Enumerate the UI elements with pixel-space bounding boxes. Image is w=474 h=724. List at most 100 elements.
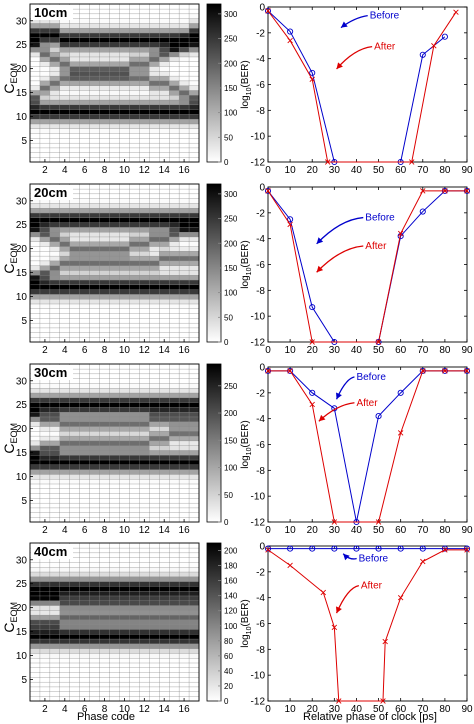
- heatmap-cell: [89, 478, 101, 485]
- heatmap-cell: [29, 507, 41, 513]
- heatmap-cell: [169, 387, 180, 394]
- heatmap-cell: [159, 8, 170, 15]
- heatmap-cell: [39, 133, 51, 139]
- heatmap-cell: [69, 85, 81, 91]
- heatmap-cell: [79, 648, 91, 654]
- heatmap-cell: [139, 298, 150, 305]
- heatmap-cell: [149, 672, 160, 678]
- heatmap-cell: [39, 207, 51, 214]
- heatmap-cell: [169, 118, 180, 125]
- heatmap-cell: [89, 600, 101, 606]
- heatmap-cell: [159, 152, 170, 158]
- heatmap-cell: [109, 90, 120, 96]
- heatmap-cell: [49, 478, 61, 485]
- heatmap-cell: [69, 109, 81, 115]
- heatmap-cell: [188, 137, 200, 144]
- heatmap-cell: [169, 188, 180, 195]
- heatmap-cell: [178, 18, 190, 24]
- heatmap-x-tick-label: 14: [159, 165, 171, 176]
- heatmap-cell: [39, 236, 51, 242]
- heatmap-cell: [89, 128, 101, 134]
- heatmap-cell: [119, 85, 130, 91]
- heatmap-cell: [89, 246, 101, 252]
- heatmap-cell: [119, 648, 130, 654]
- heatmap-cell: [69, 648, 81, 654]
- heatmap-cell: [139, 590, 150, 597]
- heatmap-cell: [149, 430, 160, 437]
- heatmap-cell: [79, 152, 91, 158]
- heatmap-cell: [159, 542, 170, 549]
- heatmap-cell: [119, 22, 130, 29]
- heatmap-cell: [178, 32, 190, 38]
- heatmap-cell: [109, 502, 120, 509]
- heatmap-cell: [169, 483, 180, 489]
- heatmap-cell: [29, 512, 41, 518]
- heatmap-cell: [69, 387, 81, 394]
- heatmap-cell: [39, 493, 51, 499]
- heatmap-cell: [79, 250, 91, 257]
- heatmap-cell: [178, 284, 190, 290]
- heatmap-cell: [39, 624, 51, 630]
- heatmap-cell: [39, 75, 51, 82]
- heatmap-cell: [99, 667, 111, 673]
- ber-frame: [267, 545, 468, 702]
- heatmap-cell: [99, 406, 111, 413]
- heatmap-cell: [178, 128, 190, 134]
- heatmap-cell: [109, 322, 120, 329]
- heatmap-cell: [129, 581, 140, 587]
- annotation-arrowhead-before: [340, 21, 348, 28]
- heatmap-cell: [149, 99, 160, 106]
- heatmap-cell: [59, 66, 71, 72]
- heatmap-cell: [89, 265, 101, 271]
- heatmap-cell: [149, 13, 160, 19]
- heatmap-cell: [109, 507, 120, 513]
- heatmap-cell: [79, 662, 91, 668]
- heatmap-cell: [188, 109, 200, 115]
- heatmap-cell: [159, 61, 170, 67]
- heatmap-cell: [99, 662, 111, 668]
- heatmap-cell: [39, 147, 51, 153]
- heatmap-cell: [178, 691, 190, 697]
- heatmap-cell: [79, 51, 91, 58]
- heatmap-cell: [149, 552, 160, 558]
- heatmap-cell: [109, 619, 120, 625]
- heatmap-cell: [188, 629, 200, 635]
- heatmap-cell: [119, 327, 130, 333]
- heatmap-cell: [49, 32, 61, 38]
- heatmap-cell: [139, 46, 150, 53]
- heatmap-cell: [129, 629, 140, 635]
- heatmap-cell: [169, 37, 180, 43]
- heatmap-cell: [129, 118, 140, 125]
- heatmap-cell: [149, 581, 160, 587]
- heatmap-cell: [39, 561, 51, 568]
- heatmap-cell: [59, 662, 71, 668]
- heatmap-cell: [109, 113, 120, 120]
- heatmap-cell: [39, 585, 51, 592]
- heatmap-cell: [39, 274, 51, 281]
- heatmap-cell: [39, 265, 51, 271]
- heatmap-cell: [79, 193, 91, 199]
- heatmap-cell: [139, 430, 150, 437]
- heatmap-cell: [178, 123, 190, 129]
- heatmap-cell: [59, 502, 71, 509]
- heatmap-cell: [178, 198, 190, 204]
- heatmap-cell: [89, 27, 101, 34]
- colorbar-tick-label: 120: [224, 607, 238, 616]
- heatmap-cell: [89, 193, 101, 199]
- heatmap-cell: [139, 183, 150, 190]
- heatmap-cell: [29, 624, 41, 630]
- heatmap-cell: [188, 411, 200, 418]
- heatmap-cell: [99, 298, 111, 305]
- heatmap-cell: [149, 246, 160, 252]
- heatmap-cell: [99, 13, 111, 19]
- data-point-after: [442, 188, 448, 194]
- heatmap-cell: [159, 614, 170, 621]
- annotation-arrowhead-after: [318, 414, 326, 422]
- heatmap-cell: [59, 609, 71, 616]
- heatmap-cell: [49, 133, 61, 139]
- heatmap-cell: [169, 440, 180, 446]
- heatmap-cell: [139, 488, 150, 494]
- heatmap-x-tick-label: 8: [102, 345, 108, 356]
- heatmap-cell: [99, 581, 111, 587]
- ber-y-tick-label: -6: [256, 260, 265, 271]
